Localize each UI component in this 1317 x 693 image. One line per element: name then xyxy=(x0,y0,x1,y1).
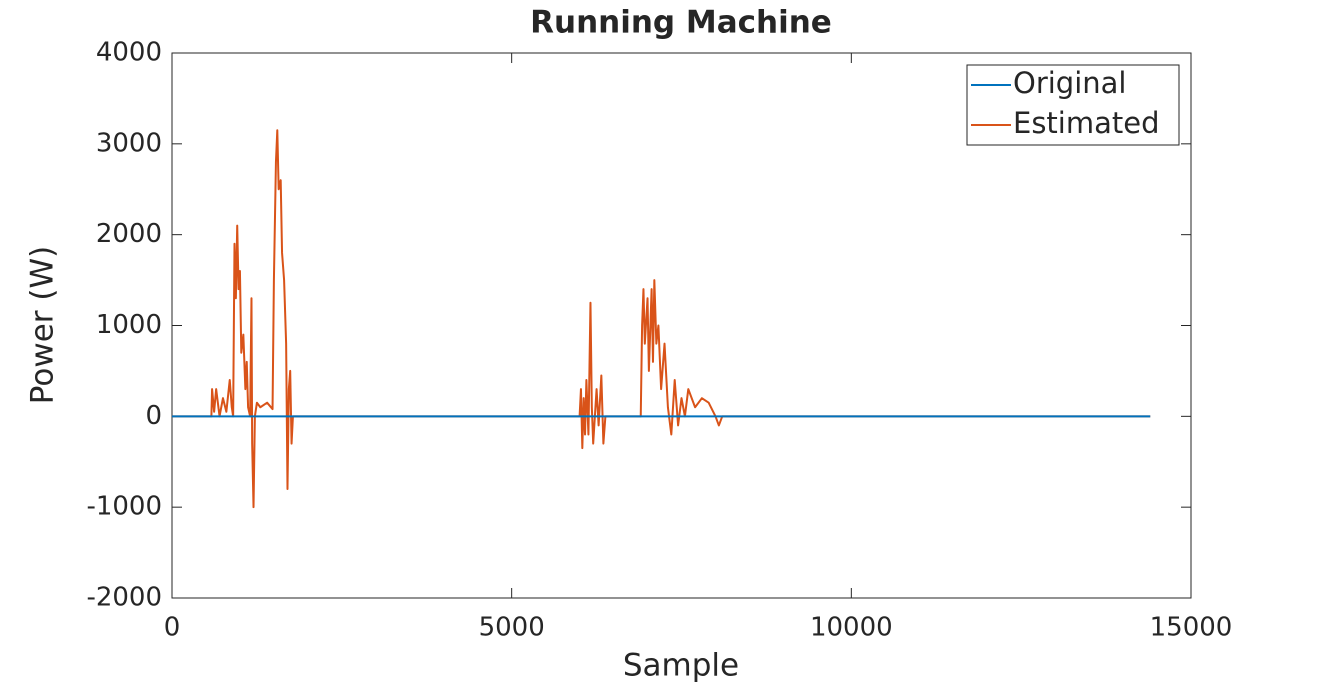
y-tick-label: 2000 xyxy=(96,219,162,249)
x-tick-label: 15000 xyxy=(1150,613,1233,643)
y-tick-label: 0 xyxy=(145,401,162,431)
legend-label: Original xyxy=(1013,66,1126,100)
y-tick-label: -2000 xyxy=(86,583,162,613)
y-axis-label: Power (W) xyxy=(25,246,61,404)
y-tick-label: 3000 xyxy=(96,128,162,158)
x-tick-label: 10000 xyxy=(810,613,893,643)
y-tick-label: -1000 xyxy=(86,492,162,522)
x-tick-label: 0 xyxy=(164,613,181,643)
x-tick-label: 5000 xyxy=(479,613,545,643)
y-tick-label: 4000 xyxy=(96,38,162,68)
y-tick-label: 1000 xyxy=(96,310,162,340)
legend-label: Estimated xyxy=(1013,106,1160,140)
chart-title: Running Machine xyxy=(530,5,832,41)
x-axis-label: Sample xyxy=(623,648,739,684)
legend-box xyxy=(966,64,1180,146)
